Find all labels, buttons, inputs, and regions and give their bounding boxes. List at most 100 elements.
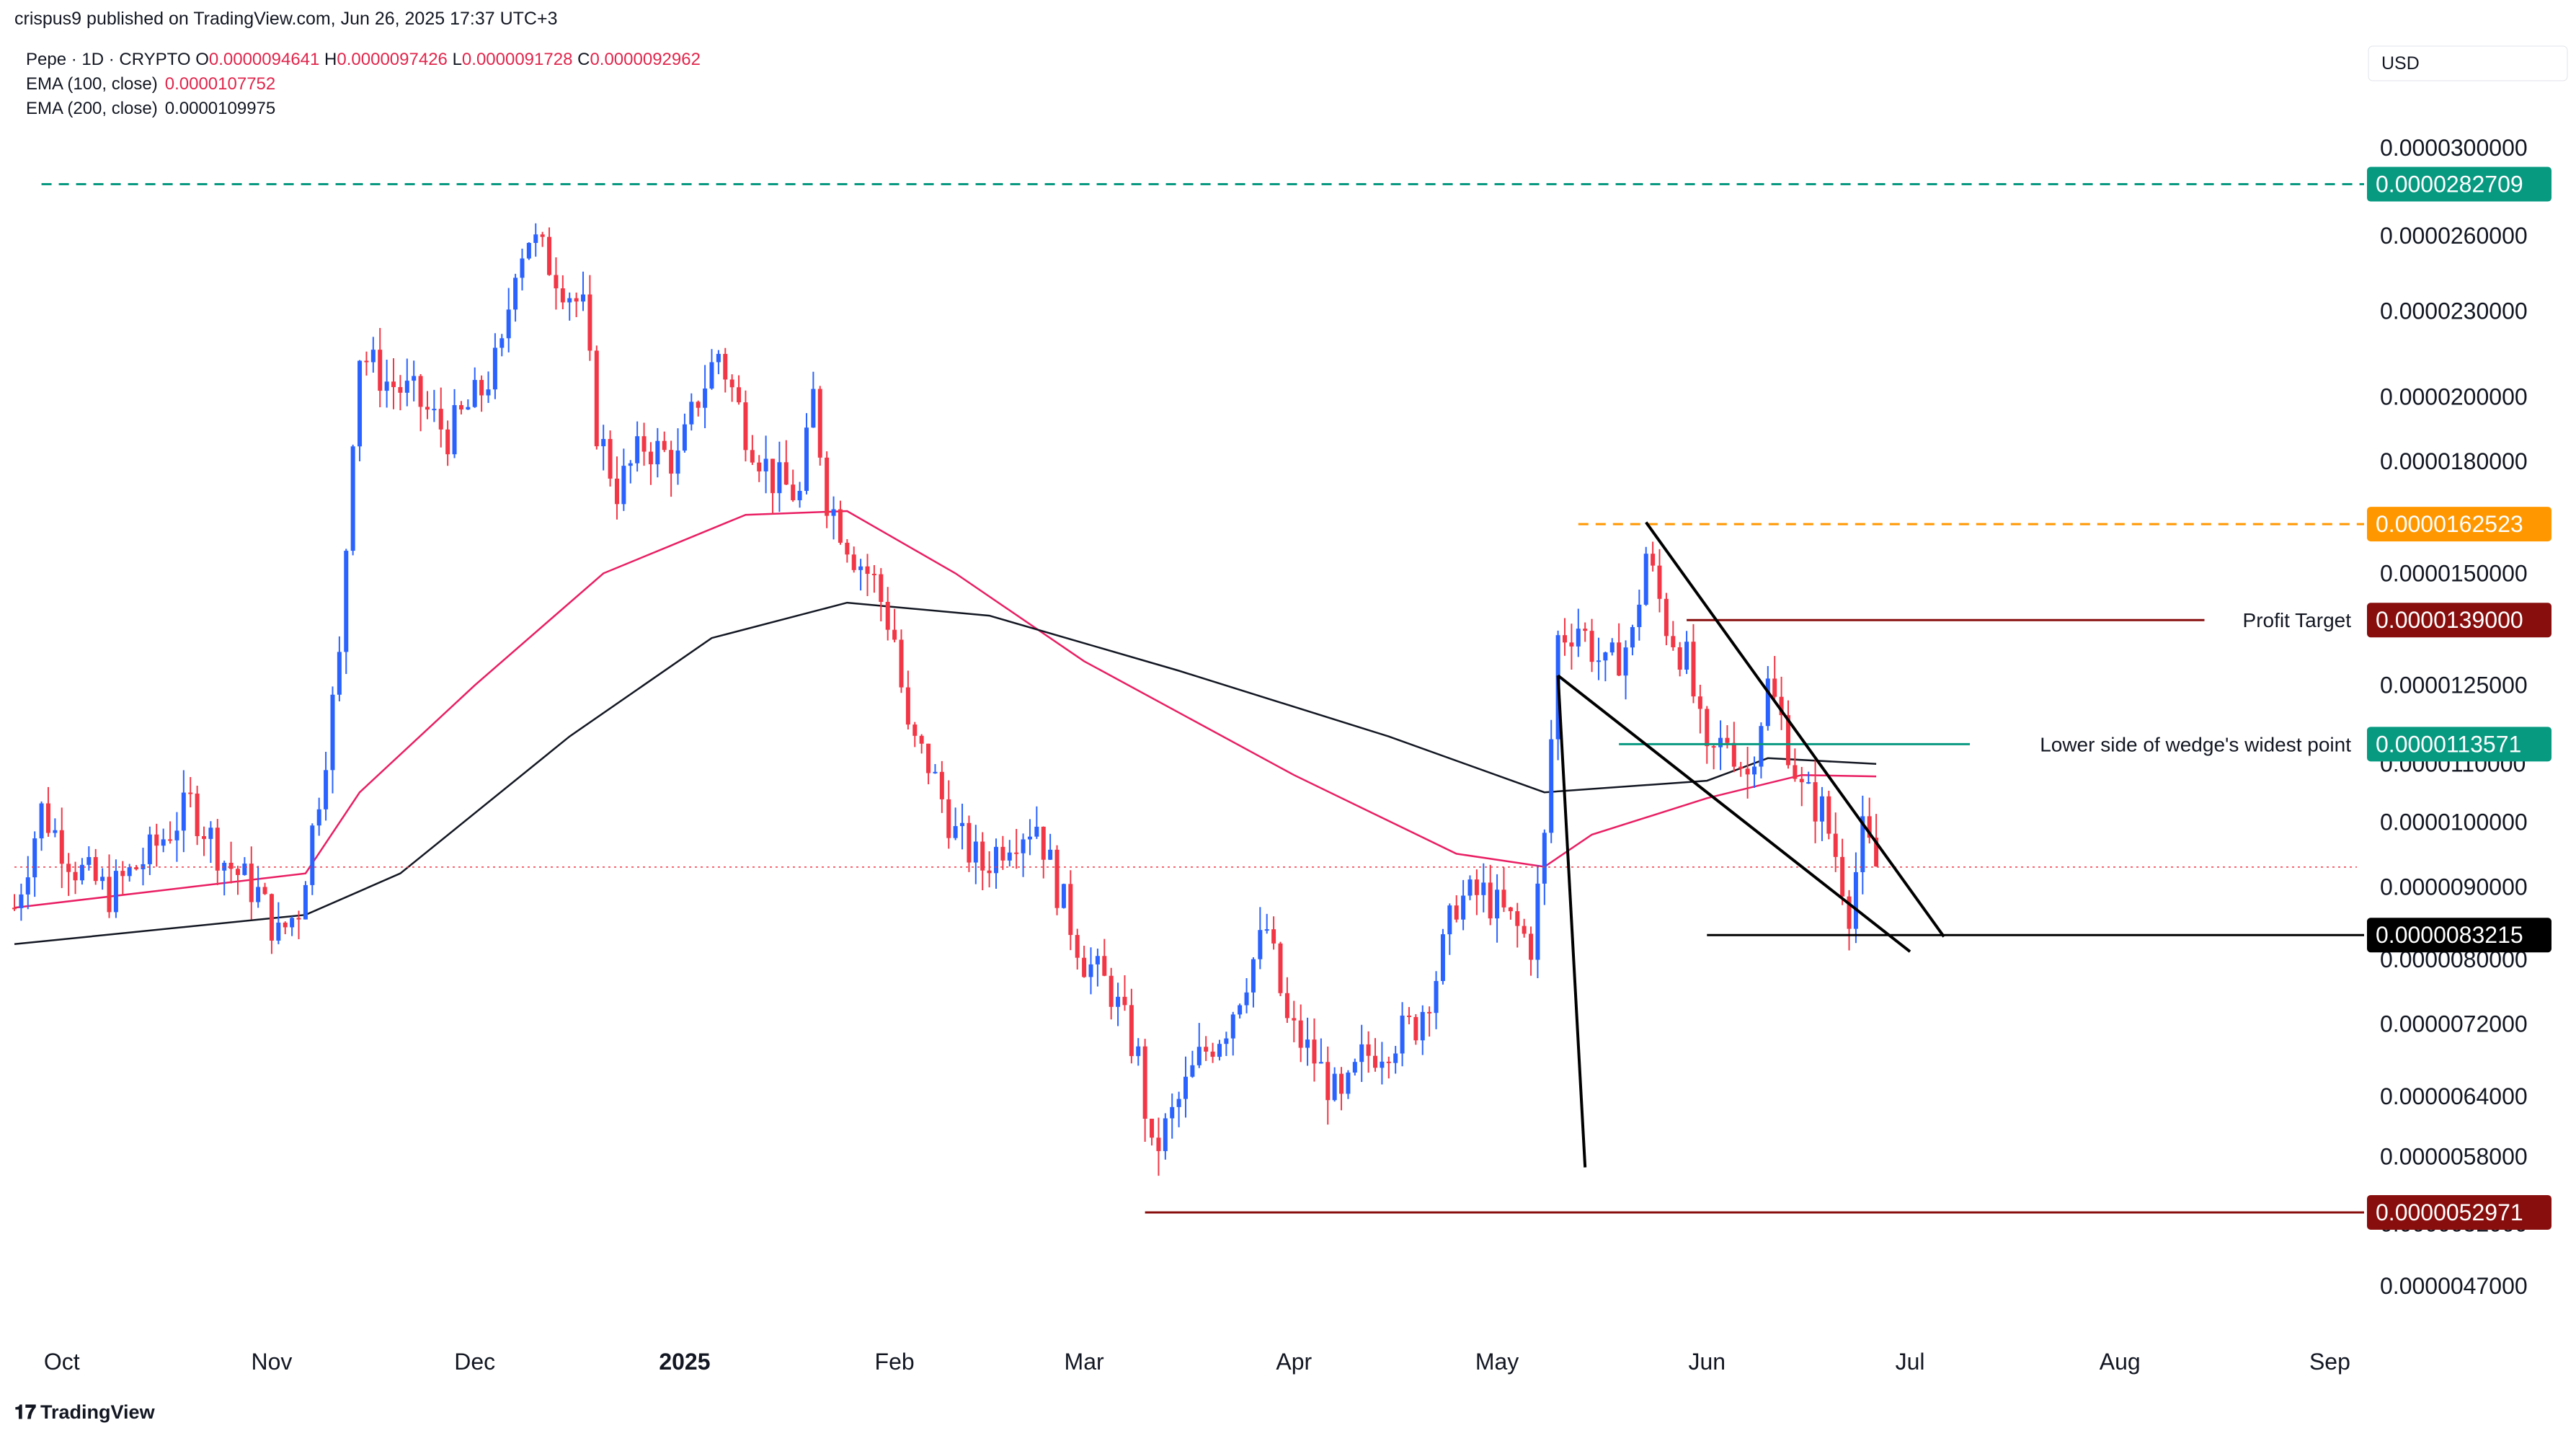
candle-body [1853, 871, 1858, 929]
tradingview-logo: 𝟏𝟕 TradingView [14, 1401, 155, 1424]
candle-body [628, 463, 633, 466]
candle-body [1400, 1015, 1405, 1054]
candle-body [1671, 636, 1676, 647]
candle-body [871, 574, 876, 576]
candle-body [19, 894, 24, 908]
candle-body [838, 509, 843, 543]
candle-body [933, 771, 938, 773]
candle-body [466, 407, 471, 410]
y-tick-label: 0.0000072000 [2380, 1011, 2528, 1037]
ema200-row: EMA (200, close) 0.0000109975 [26, 97, 701, 121]
candle-body [1116, 996, 1121, 1007]
candle-body [1651, 554, 1656, 566]
candle-body [290, 918, 295, 928]
candle-body [492, 347, 497, 390]
candle-body [662, 440, 667, 451]
candle-body [1495, 889, 1500, 919]
candle-body [1542, 833, 1547, 884]
candle-body [1461, 895, 1466, 920]
wedge-widest-lower-level-badge [2367, 727, 2551, 762]
candle-body [208, 828, 213, 839]
candle-body [452, 405, 457, 455]
candle-body [296, 918, 301, 920]
x-tick-label: 2025 [659, 1349, 710, 1375]
candle-body [1224, 1038, 1229, 1044]
candle-body [113, 871, 118, 913]
candle-body [1041, 826, 1046, 860]
price-badges: 0.0000282709 0.0000162523 0.0000139000 0.00… [2367, 167, 2551, 1230]
candle-body [689, 401, 694, 425]
candle-body [737, 387, 742, 403]
wedge-widest-lower-level-text: Lower side of wedge's widest point [2040, 733, 2351, 755]
x-tick-label: May [1475, 1349, 1519, 1375]
candle-body [1529, 933, 1534, 960]
candle-body [1765, 678, 1770, 727]
candle-body [1677, 647, 1682, 670]
currency-label: USD [2381, 53, 2420, 74]
candles [12, 223, 1879, 1176]
candle-body [743, 402, 748, 451]
candle-body [594, 350, 599, 447]
candle-body [1617, 642, 1622, 676]
candle-body [1711, 746, 1716, 748]
march-low-level-badge-label: 0.0000052971 [2376, 1199, 2523, 1225]
candle-body [1346, 1072, 1351, 1094]
candle-body [418, 376, 423, 407]
high-label: H [324, 50, 337, 69]
candle-body [32, 838, 37, 878]
candle-body [222, 862, 227, 871]
candle-body [763, 458, 768, 471]
candle-body [851, 554, 856, 570]
candle-body [1406, 1015, 1411, 1017]
candle-body [635, 436, 640, 463]
y-tick-label: 0.0000230000 [2380, 298, 2528, 324]
open-label: O [195, 50, 209, 69]
candle-body [398, 387, 403, 393]
candle-body [1596, 660, 1601, 662]
candle-body [93, 857, 98, 882]
y-tick-label: 0.0000100000 [2380, 809, 2528, 835]
candle-body [723, 353, 728, 380]
price-axis: 0.0000300000 0.0000260000 0.0000230000 0.00… [2380, 135, 2528, 1299]
candle-body [614, 478, 619, 505]
candle-body [716, 353, 721, 363]
candle-body [1054, 849, 1060, 908]
candle-body [1244, 992, 1249, 1006]
candle-body [1725, 737, 1730, 743]
candle-body [1075, 935, 1080, 958]
candle-body [696, 401, 701, 408]
candle-body [1034, 826, 1039, 837]
candle-body [432, 409, 437, 411]
candle-body [675, 451, 680, 474]
candle-body [195, 793, 200, 836]
candle-body [384, 381, 389, 391]
candle-body [1691, 642, 1696, 697]
candle-body [262, 887, 267, 895]
tv-logo-text: TradingView [40, 1401, 155, 1423]
ema100-value: 0.0000107752 [164, 74, 276, 94]
candle-body [770, 458, 776, 494]
candle-body [587, 294, 592, 351]
candle-body [831, 509, 836, 516]
candle-body [845, 542, 850, 555]
time-axis: Oct Nov Dec 2025 Feb Mar Apr May Jun Jul Aug Sep [44, 1349, 2350, 1375]
y-tick-label: 0.0000200000 [2380, 383, 2528, 409]
candle-body [1082, 957, 1087, 977]
candle-body [1129, 1005, 1134, 1057]
candle-body [1549, 739, 1554, 833]
candle-body [513, 278, 518, 310]
candle-body [804, 427, 809, 492]
candle-body [973, 841, 978, 863]
candle-body [1298, 1020, 1303, 1048]
currency-box[interactable] [2368, 45, 2568, 81]
candle-body [1779, 696, 1784, 716]
y-tick-label: 0.0000125000 [2380, 673, 2528, 698]
candle-body [1352, 1062, 1357, 1073]
candle-body [526, 243, 531, 259]
candle-body [1258, 930, 1263, 959]
candle-body [1380, 1061, 1385, 1068]
candle-body [1576, 629, 1581, 647]
profit-target-level-badge-label: 0.0000139000 [2376, 607, 2523, 633]
y-tick-label: 0.0000047000 [2380, 1273, 2528, 1299]
